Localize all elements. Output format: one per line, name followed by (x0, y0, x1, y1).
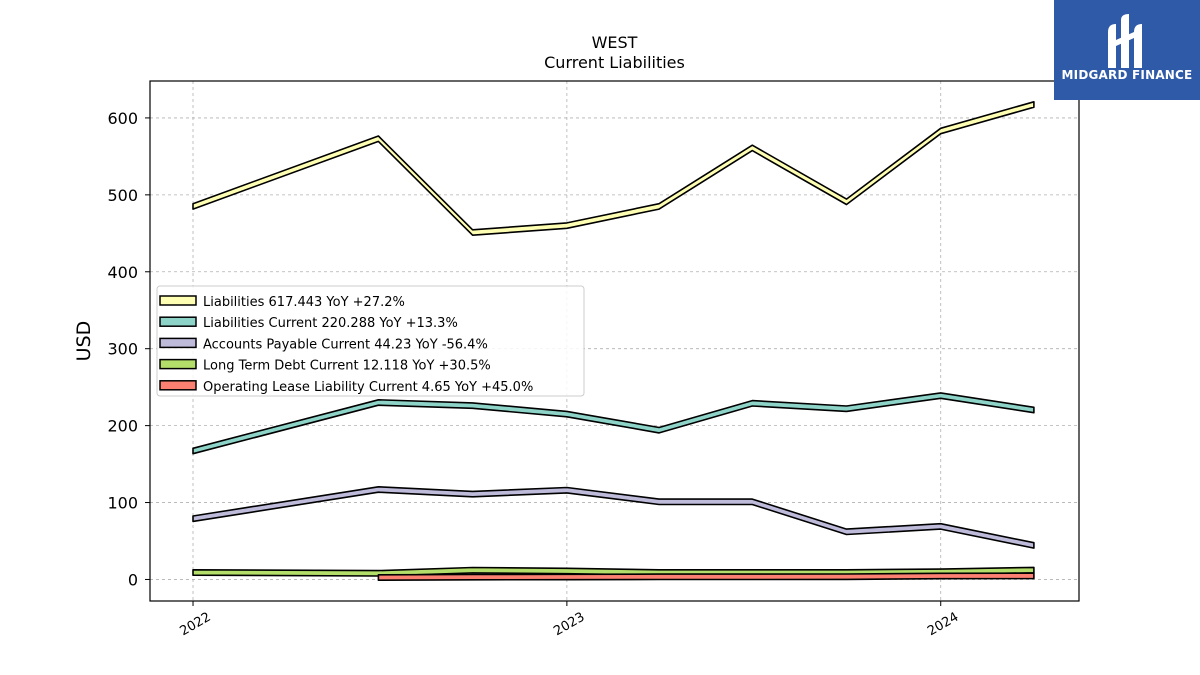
y-tick-label: 100 (107, 494, 138, 513)
legend-label: Liabilities Current 220.288 YoY +13.3% (203, 316, 458, 331)
series-band-2 (192, 485, 1035, 549)
legend: Liabilities 617.443 YoY +27.2% Liabilitie… (156, 285, 585, 397)
chart-subtitle: Current Liabilities (544, 53, 685, 72)
y-axis: 0 100 200 300 400 500 600 (107, 109, 150, 589)
plot-frame (149, 80, 1080, 602)
y-tick-label: 600 (107, 109, 138, 128)
watermark-logo: MIDGARD FINANCE (1054, 0, 1200, 100)
chart-title: WEST (592, 33, 638, 52)
logo-mark-icon (1108, 14, 1142, 68)
series-layer (192, 101, 1035, 582)
x-tick-label: 2023 (551, 610, 587, 640)
legend-swatch (159, 316, 197, 327)
legend-label: Long Term Debt Current 12.118 YoY +30.5% (203, 359, 491, 374)
y-tick-label: 200 (107, 417, 138, 436)
x-tick-label: 2024 (925, 610, 961, 640)
y-tick-label: 500 (107, 186, 138, 205)
legend-swatch (159, 358, 197, 370)
watermark-text: MIDGARD FINANCE (1061, 68, 1193, 82)
y-tick-label: 0 (128, 570, 138, 589)
legend-swatch (159, 337, 197, 349)
series-band-1 (192, 392, 1035, 455)
legend-label: Accounts Payable Current 44.23 YoY -56.4… (203, 337, 488, 352)
series-band-4 (377, 572, 1035, 582)
legend-box (156, 285, 585, 397)
legend-label: Liabilities 617.443 YoY +27.2% (203, 295, 405, 310)
y-tick-label: 400 (107, 263, 138, 282)
y-tick-label: 300 (107, 340, 138, 359)
y-axis-label: USD (73, 321, 95, 362)
x-tick-label: 2022 (177, 610, 213, 640)
legend-label: Operating Lease Liability Current 4.65 Y… (203, 380, 533, 395)
legend-swatch (159, 295, 197, 306)
series-band-0 (192, 101, 1035, 236)
x-axis: 2022 2023 2024 (177, 601, 961, 639)
legend-swatch (159, 380, 197, 391)
